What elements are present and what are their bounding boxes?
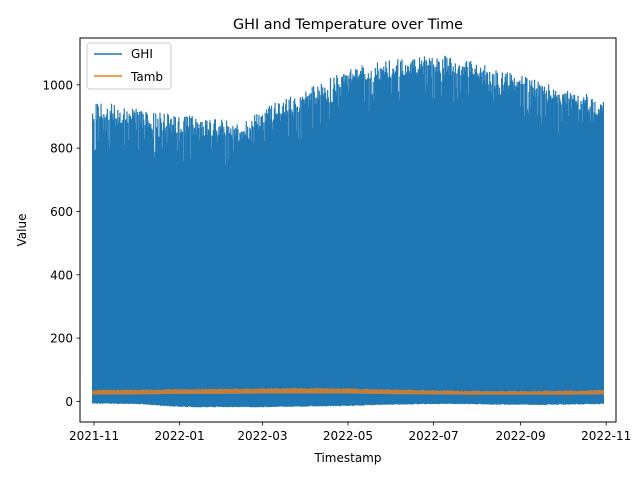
x-tick-label: 2022-03 xyxy=(237,429,287,443)
y-tick-label: 0 xyxy=(65,395,73,409)
legend: GHI Tamb xyxy=(86,42,172,90)
y-tick-label: 400 xyxy=(50,268,73,282)
y-tick-label: 600 xyxy=(50,205,73,219)
y-axis-label: Value xyxy=(15,214,29,247)
x-tick-label: 2021-11 xyxy=(69,429,119,443)
x-tick-label: 2022-01 xyxy=(155,429,205,443)
x-tick-label: 2022-09 xyxy=(496,429,546,443)
y-tick-label: 200 xyxy=(50,332,73,346)
x-tick-label: 2022-11 xyxy=(581,429,631,443)
series-line-tamb xyxy=(92,387,604,395)
y-axis: 0 200 400 600 800 1000 xyxy=(42,78,80,409)
x-tick-label: 2022-05 xyxy=(323,429,373,443)
legend-label-ghi: GHI xyxy=(131,47,153,61)
y-tick-label: 800 xyxy=(50,142,73,156)
x-tick-label: 2022-07 xyxy=(409,429,459,443)
chart-title: GHI and Temperature over Time xyxy=(233,17,463,33)
plot-area xyxy=(92,55,604,408)
series-line-ghi xyxy=(92,55,604,408)
y-tick-label: 1000 xyxy=(42,78,73,92)
x-axis-label: Timestamp xyxy=(314,451,382,465)
x-axis: 2021-11 2022-01 2022-03 2022-05 2022-07 2022-… xyxy=(69,422,631,443)
legend-label-tamb: Tamb xyxy=(130,70,163,84)
